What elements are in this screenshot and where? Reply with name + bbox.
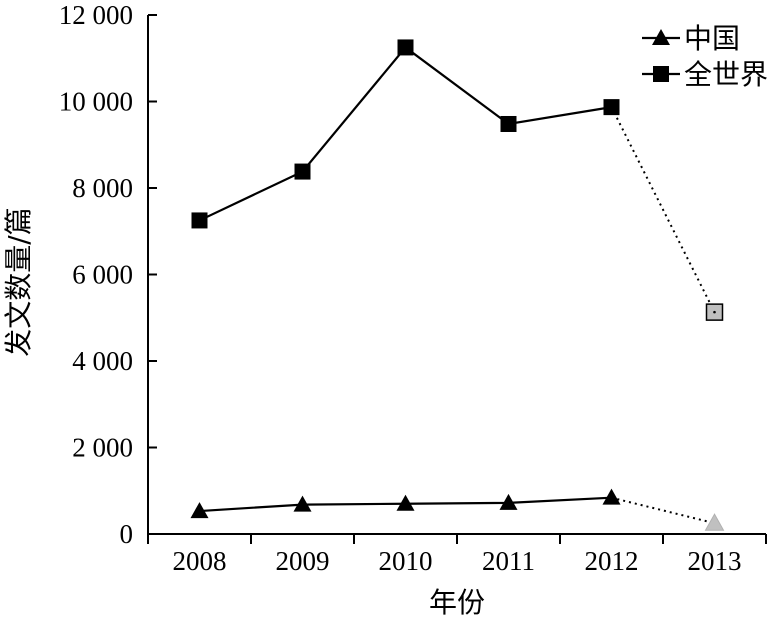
y-axis-title: 发文数量/篇 <box>2 207 35 356</box>
series-line <box>199 45 612 222</box>
x-tick-label: 2008 <box>173 546 227 576</box>
y-tick-label: 6 000 <box>72 260 133 290</box>
series-layer <box>190 39 725 531</box>
y-tick-label: 10 000 <box>59 87 133 117</box>
series-projection-line <box>610 106 716 313</box>
x-axis-title: 年份 <box>429 586 485 619</box>
y-tick-label: 4 000 <box>72 346 133 376</box>
x-tick-label: 2012 <box>585 546 639 576</box>
y-axis-ticks: 0 2 000 4 000 6 000 8 000 10 000 12 000 <box>59 0 157 549</box>
data-point <box>191 212 208 229</box>
y-tick-label: 0 <box>120 519 134 549</box>
y-tick-label: 8 000 <box>72 173 133 203</box>
series-projection-line <box>611 496 715 525</box>
legend-label: 全世界 <box>684 58 768 91</box>
x-tick-label: 2013 <box>688 546 742 576</box>
axes <box>147 15 766 535</box>
x-axis-ticks: 2008 2009 2010 2011 2012 2013 <box>147 534 767 576</box>
data-point <box>293 495 312 512</box>
data-point <box>499 493 518 510</box>
data-point <box>602 488 621 505</box>
projected-point-dot <box>713 310 716 314</box>
data-point-projected <box>704 513 725 531</box>
data-point <box>396 494 415 511</box>
legend-label: 中国 <box>684 22 740 55</box>
legend-marker <box>653 66 669 82</box>
x-tick-label: 2009 <box>276 546 330 576</box>
data-point <box>397 39 414 56</box>
data-point <box>603 99 620 116</box>
data-point <box>294 163 311 180</box>
y-tick-label: 2 000 <box>72 433 133 463</box>
legend-marker <box>652 29 670 45</box>
data-point <box>500 115 517 132</box>
x-tick-label: 2010 <box>379 546 433 576</box>
series-china <box>190 488 725 531</box>
series-world <box>191 39 724 321</box>
data-point <box>190 502 209 519</box>
x-tick-label: 2011 <box>482 546 535 576</box>
y-tick-label: 12 000 <box>59 0 133 30</box>
